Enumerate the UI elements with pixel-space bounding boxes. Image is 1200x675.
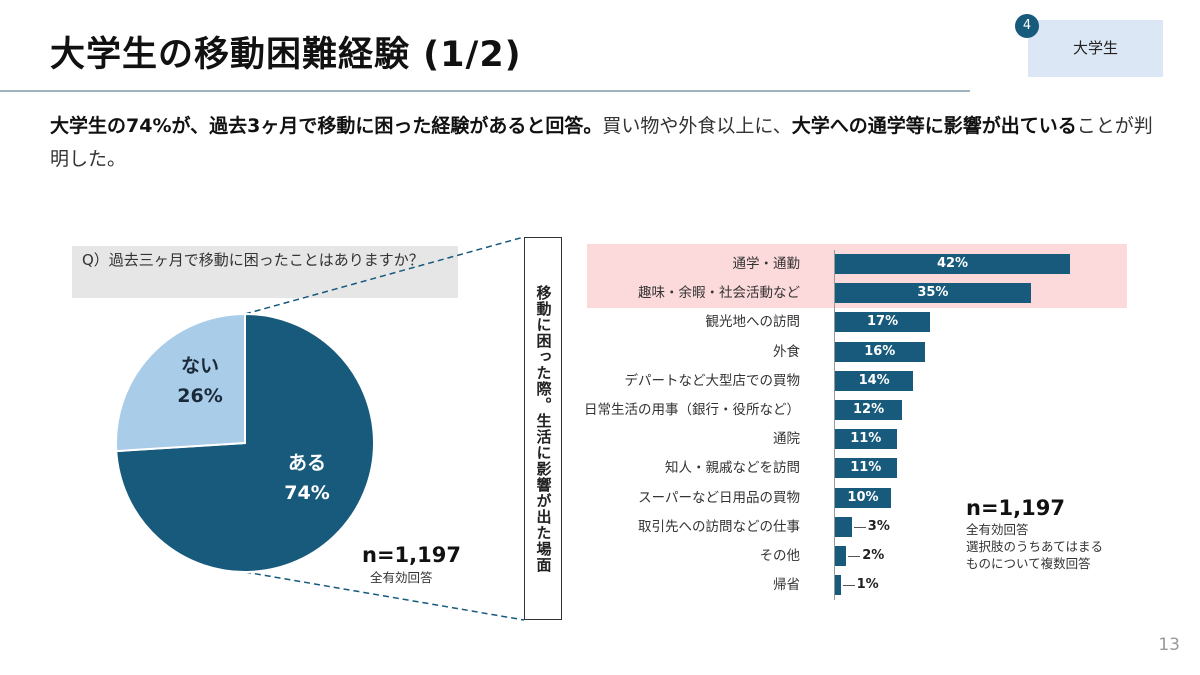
bar-row: 観光地への訪問 17% (580, 312, 1140, 333)
bar-row: スーパーなど日用品の買物 10% (580, 487, 1140, 508)
page-number: 13 (1158, 635, 1180, 655)
connector-line-bottom (244, 571, 525, 621)
left-n-count: n=1,197 (362, 543, 461, 567)
bar-leader-line (853, 526, 866, 528)
bar (835, 341, 925, 362)
bar-category-label: 知人・親戚などを訪問 (665, 460, 800, 477)
page-title: 大学生の移動困難経験 (1/2) (50, 35, 522, 75)
bar-category-label: スーパーなど日用品の買物 (638, 489, 800, 506)
bar-value-label: 12% (853, 402, 885, 417)
bar-value-label: 16% (864, 343, 896, 359)
right-n-note-3: ものについて複数回答 (966, 556, 1091, 571)
bar (835, 487, 891, 508)
pie-label-nai-text: ない (180, 355, 219, 377)
bar-row: 帰省 1% (580, 575, 1140, 596)
vertical-label-box: 移動に困った際。生活に影響が出た場面 (524, 237, 562, 620)
bar-leader-line (848, 556, 861, 557)
bar-value-label: 17% (866, 314, 899, 330)
lead-bold-1: 大学生の74%が、過去3ヶ月で移動に困った経験があると回答。 (50, 115, 603, 137)
pie-label-aru: ある 74% (272, 448, 342, 508)
bar-row: 通院 11% (580, 429, 1140, 450)
bar-value-label: 11% (850, 431, 882, 447)
bar (835, 546, 847, 566)
bar-value-label: 42% (936, 256, 969, 271)
bar (835, 254, 1070, 274)
bar-row: 日常生活の用事（銀行・役所など） 12% (580, 400, 1140, 420)
bar-row: その他 2% (580, 546, 1140, 566)
bar-category-label: 帰省 (773, 577, 800, 594)
lead-bold-2: 大学への通学等に影響が出ている (791, 115, 1077, 137)
section-tag-label: 大学生 (1072, 39, 1118, 57)
bar (835, 458, 897, 479)
bar-category-label: 観光地への訪問 (705, 314, 801, 331)
bar (835, 516, 852, 537)
right-n-note-1: 全有効回答 (966, 522, 1029, 537)
right-n-count: n=1,197 (966, 496, 1065, 520)
connector-line-top (244, 236, 525, 315)
bar-row: 通学・通勤 42% (580, 254, 1140, 274)
pie-label-aru-text: ある (287, 452, 326, 474)
bar-value-label: 14% (858, 372, 890, 388)
section-tag: 大学生 (1028, 20, 1163, 77)
bar (835, 400, 903, 420)
bar-category-label: 通学・通勤 (732, 256, 801, 272)
title-divider (0, 90, 970, 92)
question-box: Q）過去三ヶ月で移動に困ったことはありますか？ (72, 246, 458, 298)
bar-value-label: 11% (850, 460, 882, 476)
bar-category-label: 外食 (773, 343, 800, 360)
bar-value-label: 35% (917, 285, 949, 301)
bar-row: デパートなど大型店での買物 14% (580, 370, 1140, 391)
vertical-label: 移動に困った際。生活に影響が出た場面 (534, 284, 553, 573)
bar (835, 429, 897, 450)
bar-category-label: その他 (759, 548, 801, 564)
bar-value-label: 1% (856, 577, 879, 593)
pie-label-nai-value: 26% (177, 385, 223, 407)
bar-category-label: 取引先への訪問などの仕事 (638, 518, 800, 535)
bar-category-label: 通院 (773, 431, 800, 448)
bar (835, 283, 1031, 304)
pie-slice-nai (115, 313, 246, 453)
bar-row: 知人・親戚などを訪問 11% (580, 458, 1140, 479)
bar-category-label: 日常生活の用事（銀行・役所など） (584, 402, 800, 418)
right-n-note-2: 選択肢のうちあてはまる (966, 539, 1104, 554)
bar-category-label: デパートなど大型店での買物 (624, 372, 801, 389)
bar-row: 外食 16% (580, 341, 1140, 362)
pie-label-aru-value: 74% (284, 482, 330, 504)
lead-normal-1: 買い物や外食以上に、 (602, 115, 792, 137)
bar-axis (834, 250, 835, 600)
bar-leader-line (842, 585, 855, 587)
bar-value-label: 3% (867, 518, 890, 534)
section-number-badge: 4 (1015, 14, 1039, 38)
lead-text: 大学生の74%が、過去3ヶ月で移動に困った経験があると回答。買い物や外食以上に、… (50, 110, 1160, 176)
left-n-note: 全有効回答 (370, 570, 433, 585)
bar-row: 取引先への訪問などの仕事 3% (580, 516, 1140, 537)
bar (835, 575, 841, 596)
bar-value-label: 2% (862, 548, 885, 563)
bar-row: 趣味・余暇・社会活動など 35% (580, 283, 1140, 304)
bar (835, 370, 914, 391)
pie-label-nai: ない 26% (170, 351, 230, 411)
lead-normal-2: ことが判明した。 (50, 115, 1153, 170)
pie-chart (115, 313, 375, 573)
bar (835, 312, 931, 333)
bar-value-label: 10% (847, 489, 879, 505)
bar-category-label: 趣味・余暇・社会活動など (638, 285, 800, 302)
